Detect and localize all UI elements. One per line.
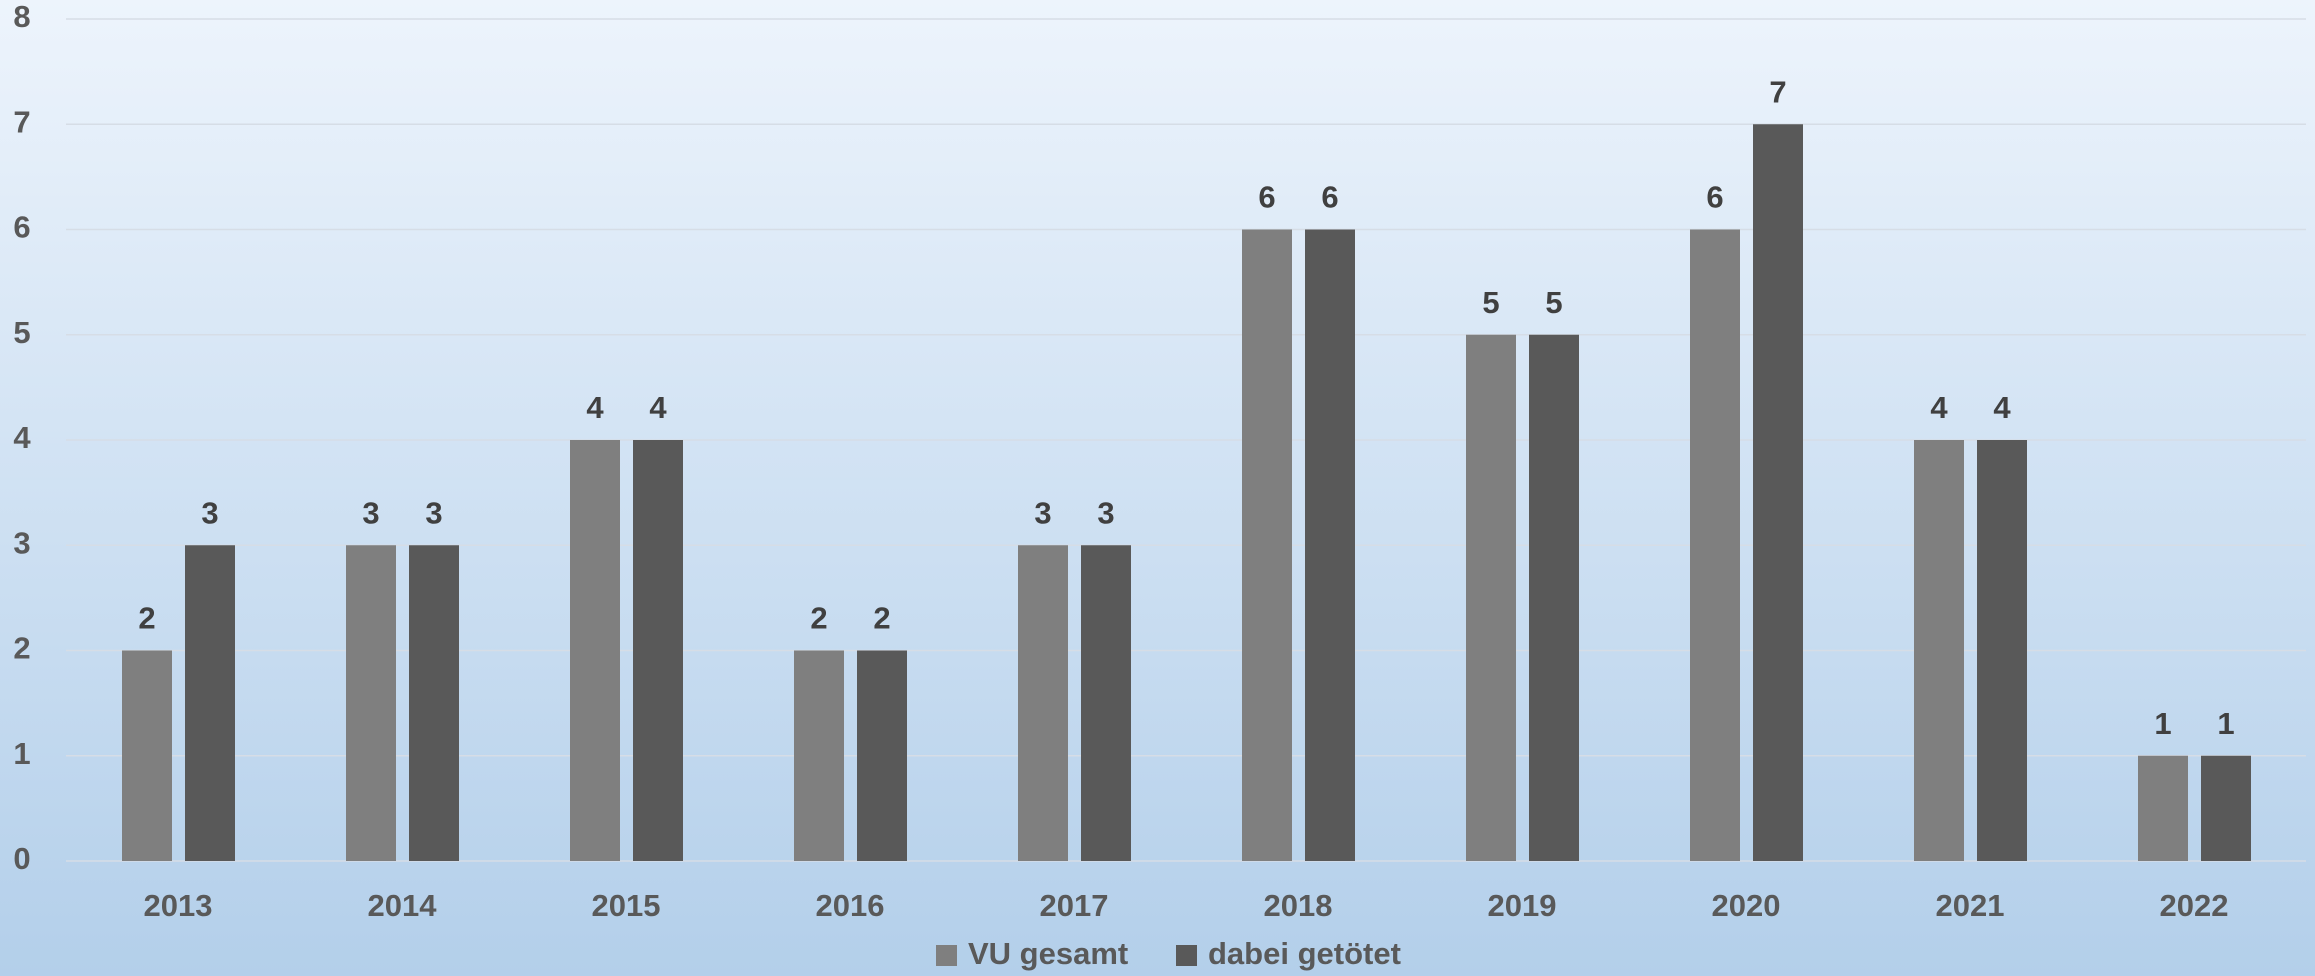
x-tick-label: 2021 xyxy=(1936,888,2005,923)
bar xyxy=(570,440,620,861)
value-label: 4 xyxy=(586,390,604,425)
bar xyxy=(794,650,844,861)
legend-label: dabei getötet xyxy=(1208,936,1401,971)
value-label: 4 xyxy=(1993,390,2011,425)
x-tick-label: 2015 xyxy=(592,888,661,923)
value-label: 7 xyxy=(1769,74,1786,109)
y-tick-label: 2 xyxy=(13,631,30,666)
y-tick-label: 8 xyxy=(13,0,30,34)
bar xyxy=(409,545,459,861)
x-tick-label: 2013 xyxy=(144,888,213,923)
bar xyxy=(185,545,235,861)
bar xyxy=(1977,440,2027,861)
bar xyxy=(857,650,907,861)
value-label: 4 xyxy=(1930,390,1948,425)
y-tick-label: 6 xyxy=(13,210,30,245)
value-label: 3 xyxy=(1097,495,1114,530)
bar xyxy=(1753,124,1803,861)
bar xyxy=(346,545,396,861)
y-tick-label: 1 xyxy=(13,736,30,771)
value-label: 1 xyxy=(2154,706,2171,741)
y-tick-label: 4 xyxy=(13,420,31,455)
bar xyxy=(1242,229,1292,861)
x-tick-label: 2014 xyxy=(368,888,438,923)
bar xyxy=(1081,545,1131,861)
value-label: 6 xyxy=(1706,180,1723,215)
value-label: 3 xyxy=(201,495,218,530)
x-tick-label: 2019 xyxy=(1488,888,1557,923)
value-label: 6 xyxy=(1258,180,1275,215)
value-label: 5 xyxy=(1482,285,1499,320)
value-label: 2 xyxy=(810,601,827,636)
bar xyxy=(1466,334,1516,861)
bar xyxy=(2201,755,2251,861)
x-tick-label: 2016 xyxy=(816,888,885,923)
bar xyxy=(122,650,172,861)
legend-swatch xyxy=(936,945,957,966)
value-label: 5 xyxy=(1545,285,1562,320)
bar xyxy=(2138,755,2188,861)
bar xyxy=(1529,334,1579,861)
value-label: 1 xyxy=(2217,706,2234,741)
bar xyxy=(1305,229,1355,861)
value-label: 2 xyxy=(873,601,890,636)
legend-swatch xyxy=(1176,945,1197,966)
y-tick-label: 7 xyxy=(13,104,30,139)
x-tick-label: 2017 xyxy=(1040,888,1109,923)
value-label: 3 xyxy=(362,495,379,530)
bar xyxy=(1690,229,1740,861)
y-tick-label: 0 xyxy=(13,841,30,876)
bar xyxy=(633,440,683,861)
x-tick-label: 2022 xyxy=(2160,888,2229,923)
x-tick-label: 2020 xyxy=(1712,888,1781,923)
y-tick-label: 3 xyxy=(13,525,30,560)
value-label: 3 xyxy=(1034,495,1051,530)
bar xyxy=(1018,545,1068,861)
legend-label: VU gesamt xyxy=(968,936,1128,971)
bar xyxy=(1914,440,1964,861)
x-tick-label: 2018 xyxy=(1264,888,1333,923)
value-label: 4 xyxy=(649,390,667,425)
value-label: 6 xyxy=(1321,180,1338,215)
value-label: 3 xyxy=(425,495,442,530)
y-tick-label: 5 xyxy=(13,315,30,350)
value-label: 2 xyxy=(138,601,155,636)
